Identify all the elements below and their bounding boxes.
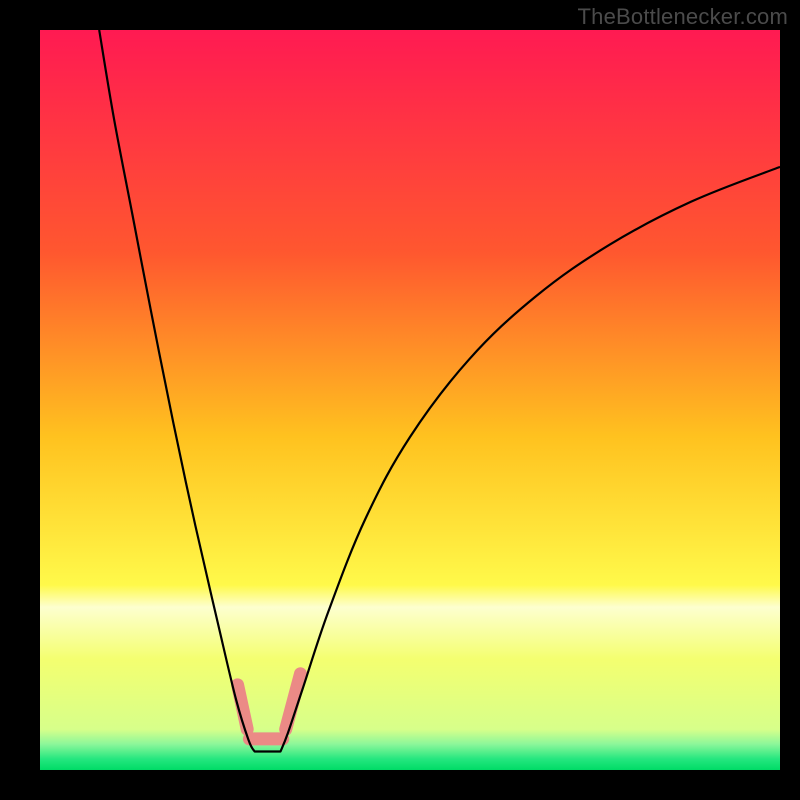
watermark-text: TheBottlenecker.com: [578, 4, 788, 30]
bottleneck-curve-chart: [0, 0, 800, 800]
chart-frame: TheBottlenecker.com: [0, 0, 800, 800]
plot-background: [40, 30, 780, 770]
